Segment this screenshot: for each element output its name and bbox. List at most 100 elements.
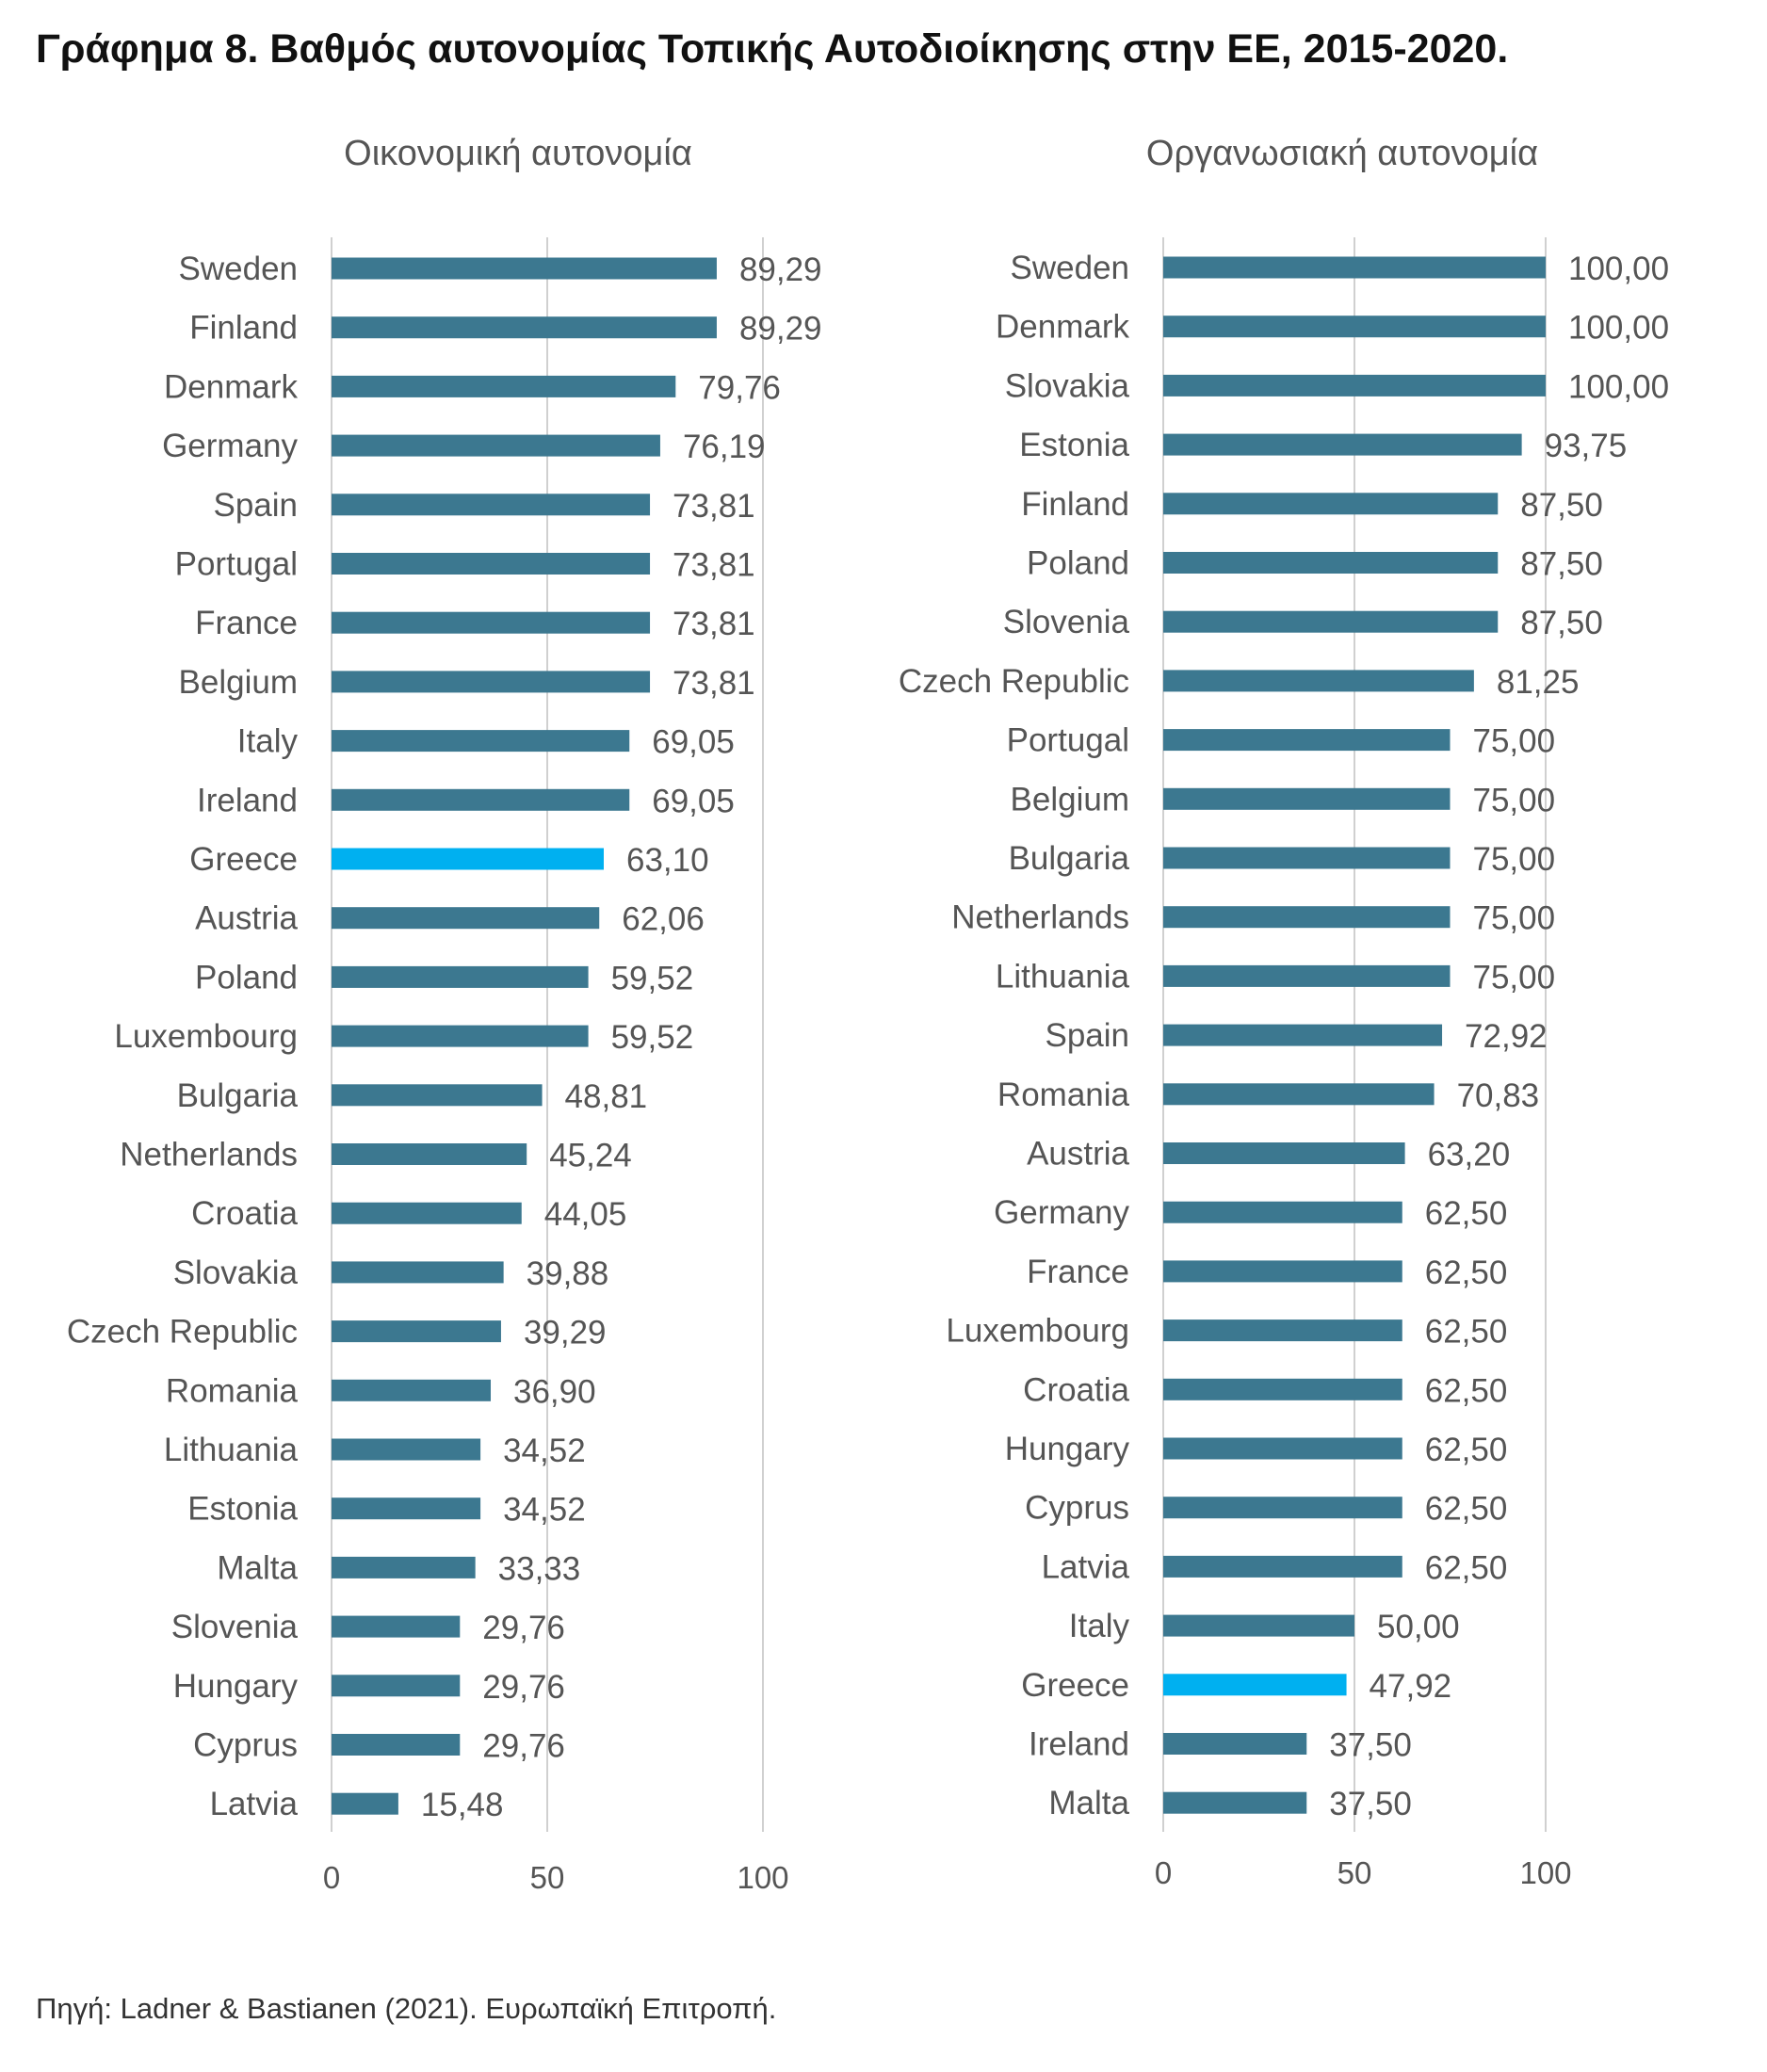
bar-fin-latvia bbox=[332, 1792, 398, 1815]
bar-org-sweden bbox=[1163, 256, 1546, 279]
bar-org-germany bbox=[1163, 1201, 1402, 1223]
data-label: 37,50 bbox=[1329, 1727, 1412, 1764]
category-label: Bulgaria bbox=[1009, 840, 1130, 877]
category-label: Czech Republic bbox=[899, 663, 1129, 700]
x-tick-label: 100 bbox=[1519, 1855, 1571, 1890]
bar-org-lithuania bbox=[1163, 964, 1451, 987]
category-label: Ireland bbox=[1029, 1726, 1129, 1763]
category-label: Slovenia bbox=[171, 1609, 299, 1645]
bar-fin-estonia bbox=[332, 1497, 481, 1520]
data-label: 62,50 bbox=[1425, 1372, 1508, 1409]
bar-fin-lithuania bbox=[332, 1438, 481, 1461]
bar-org-poland bbox=[1163, 552, 1499, 574]
bar-fin-hungary bbox=[332, 1675, 461, 1697]
category-label: Finland bbox=[189, 310, 298, 347]
bar-org-denmark bbox=[1163, 316, 1546, 338]
data-label: 29,76 bbox=[482, 1669, 565, 1706]
data-label: 44,05 bbox=[544, 1196, 627, 1233]
bar-org-belgium bbox=[1163, 787, 1451, 810]
data-label: 75,00 bbox=[1473, 782, 1556, 818]
category-label: Slovakia bbox=[173, 1255, 299, 1291]
bar-fin-bulgaria bbox=[332, 1084, 543, 1107]
category-label: Latvia bbox=[210, 1786, 299, 1822]
data-label: 34,52 bbox=[503, 1492, 586, 1529]
bar-org-croatia bbox=[1163, 1378, 1402, 1400]
data-label: 69,05 bbox=[652, 724, 735, 761]
data-label: 34,52 bbox=[503, 1433, 586, 1469]
data-label: 81,25 bbox=[1497, 664, 1580, 701]
category-label: Italy bbox=[237, 723, 299, 760]
data-label: 29,76 bbox=[482, 1610, 565, 1646]
data-label: 73,81 bbox=[673, 547, 755, 584]
data-label: 73,81 bbox=[673, 665, 755, 702]
bar-fin-austria bbox=[332, 907, 600, 930]
bar-fin-ireland bbox=[332, 788, 630, 811]
bar-fin-denmark bbox=[332, 375, 676, 397]
data-label: 70,83 bbox=[1457, 1077, 1540, 1114]
bar-org-france bbox=[1163, 1260, 1402, 1283]
data-label: 63,10 bbox=[626, 842, 709, 879]
category-label: Germany bbox=[994, 1194, 1129, 1231]
bar-org-estonia bbox=[1163, 433, 1522, 456]
data-label: 62,06 bbox=[622, 901, 705, 938]
bar-org-greece bbox=[1163, 1674, 1347, 1696]
category-label: Greece bbox=[189, 841, 298, 878]
data-label: 73,81 bbox=[673, 488, 755, 525]
x-tick-label: 100 bbox=[737, 1860, 788, 1895]
category-label: Denmark bbox=[996, 309, 1129, 346]
category-label: Germany bbox=[162, 428, 298, 464]
category-label: Spain bbox=[1045, 1017, 1129, 1054]
category-label: Croatia bbox=[1023, 1371, 1129, 1408]
category-label: Hungary bbox=[173, 1668, 299, 1705]
category-label: Slovenia bbox=[1003, 604, 1130, 640]
data-label: 48,81 bbox=[565, 1078, 648, 1115]
data-label: 62,50 bbox=[1425, 1432, 1508, 1468]
bar-fin-cyprus bbox=[332, 1734, 461, 1756]
bar-org-latvia bbox=[1163, 1555, 1402, 1578]
bar-org-netherlands bbox=[1163, 906, 1451, 929]
category-label: Cyprus bbox=[193, 1727, 298, 1764]
category-label: Portugal bbox=[175, 546, 298, 583]
data-label: 62,50 bbox=[1425, 1549, 1508, 1586]
data-label: 59,52 bbox=[611, 960, 694, 996]
bar-org-bulgaria bbox=[1163, 847, 1451, 869]
bar-fin-slovenia bbox=[332, 1615, 461, 1638]
x-tick-label: 50 bbox=[530, 1860, 565, 1895]
bar-fin-greece bbox=[332, 848, 604, 870]
bar-fin-france bbox=[332, 611, 651, 634]
data-label: 59,52 bbox=[611, 1019, 694, 1056]
bar-org-hungary bbox=[1163, 1437, 1402, 1460]
category-label: Netherlands bbox=[120, 1137, 298, 1174]
category-label: Luxembourg bbox=[946, 1313, 1129, 1350]
bar-fin-italy bbox=[332, 730, 630, 753]
category-label: Sweden bbox=[1011, 250, 1129, 286]
data-label: 15,48 bbox=[421, 1787, 504, 1823]
chart-organisational-autonomy: 0 50 100 Sweden 100,00 Denmark 100,00 Slovakia 1… bbox=[899, 237, 1669, 1890]
data-label: 62,50 bbox=[1425, 1314, 1508, 1351]
bar-fin-czech-republic bbox=[332, 1320, 501, 1343]
bar-org-romania bbox=[1163, 1083, 1435, 1106]
bar-fin-belgium bbox=[332, 671, 651, 693]
category-label: Lithuania bbox=[996, 958, 1130, 995]
bar-fin-finland bbox=[332, 316, 717, 339]
data-label: 39,88 bbox=[527, 1255, 609, 1292]
data-label: 87,50 bbox=[1520, 546, 1603, 583]
bar-org-spain bbox=[1163, 1024, 1443, 1046]
category-label: Estonia bbox=[1019, 427, 1129, 463]
category-label: Hungary bbox=[1005, 1431, 1130, 1467]
category-label: Greece bbox=[1021, 1667, 1129, 1704]
bar-org-finland bbox=[1163, 493, 1499, 515]
category-label: Austria bbox=[1027, 1136, 1129, 1173]
bar-org-cyprus bbox=[1163, 1497, 1402, 1519]
x-tick-label: 0 bbox=[323, 1860, 340, 1895]
category-label: Romania bbox=[166, 1372, 299, 1409]
category-label: Luxembourg bbox=[114, 1018, 298, 1055]
bar-fin-poland bbox=[332, 965, 589, 988]
bar-org-malta bbox=[1163, 1791, 1307, 1814]
data-label: 75,00 bbox=[1473, 959, 1556, 996]
data-label: 45,24 bbox=[549, 1138, 632, 1174]
data-label: 76,19 bbox=[683, 429, 766, 465]
category-label: Poland bbox=[195, 959, 298, 996]
data-label: 75,00 bbox=[1473, 723, 1556, 760]
data-label: 33,33 bbox=[498, 1550, 581, 1587]
